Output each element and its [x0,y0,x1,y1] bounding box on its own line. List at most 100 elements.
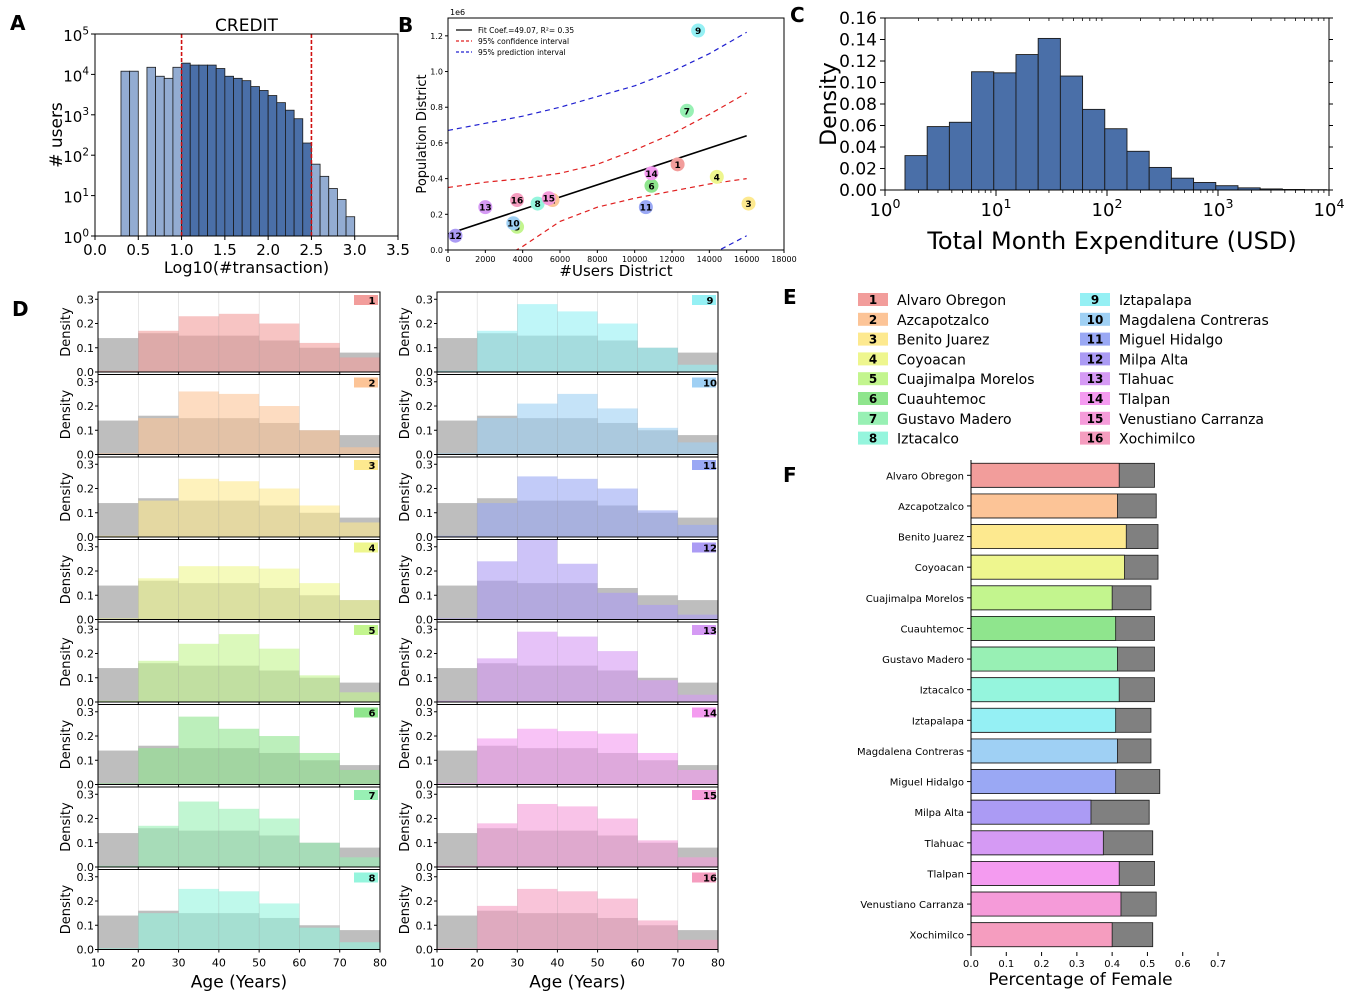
y-axis-label: Density [398,884,413,934]
y-tick-label-0: 0.0 [77,944,95,957]
y-tick-label-1: 0.1 [416,919,434,932]
district-bar-6 [677,442,718,455]
legend-number: 2 [869,313,877,327]
hist-bar-10 [1126,150,1150,191]
y-axis-label: Density [59,719,74,769]
axes-frame [436,786,719,868]
y-tick-label-2: 0.2 [77,565,95,578]
legend-number: 8 [869,432,877,446]
hist-bar-8 [198,64,208,237]
district-bar-5 [637,347,678,372]
category-label-15: Xochimilco [910,931,965,942]
y-tick-label-2-base: 10 [63,148,82,166]
y-tick-label-2: 0.2 [416,483,434,496]
legend-item-3: 3 Benito Juarez [858,332,989,349]
district-bar-0 [98,535,139,537]
overall-bar-0 [98,585,139,620]
y-tick-label-0: 0.0 [416,614,434,627]
y-tick-label-0: 100 [63,227,89,247]
y-tick-label-3: 0.3 [77,293,95,306]
district-badge-number: 8 [369,874,376,885]
hist-bar-6 [1037,37,1061,191]
district-badge [692,872,716,883]
legend-swatch [858,312,888,326]
district-badge-number: 13 [703,626,717,637]
y-axis-label: Density [398,389,413,439]
district-badge [354,790,378,800]
district-bar-3 [557,636,598,702]
district-bar-4 [259,903,300,950]
legend-item-16: 16 Xochimilco [1080,431,1195,448]
category-label-7: Iztacalco [920,686,964,697]
panel-label-c: C [790,3,805,27]
female-bar-7 [970,677,1120,703]
y-tick-label-0-base: 10 [63,229,82,247]
female-bar-11 [970,799,1092,825]
chart-title: CREDIT [215,16,279,36]
y-tick-label-0: 0.0 [416,944,434,957]
x-tick-label-4: 8000 [587,255,607,264]
panel-a: 0.0 0.5 1.0 1.5 2.0 2.5 3.0 3.51001011021031041… [47,16,410,277]
legend-name: Miguel Hidalgo [1119,333,1223,349]
x-tick-label-3: 103 [1203,196,1234,221]
x-tick-label-6: 70 [671,957,685,970]
district-bar-4 [259,323,300,372]
legend-number: 10 [1087,313,1104,327]
legend-item-7: 7 Gustavo Madero [858,411,1012,428]
legend-item-2: 2 Azcapotzalco [858,312,989,329]
district-bar-3 [557,731,598,785]
female-bar-2 [970,524,1127,549]
district-bar-2 [517,476,558,537]
legend-item-4: 4 Coyoacan [858,352,966,368]
y-tick-label-2-exp: 2 [82,146,89,158]
district-badge [692,625,716,635]
y-tick-label-3: 0.3 [416,293,434,306]
y-tick-label-4: 0.08 [839,95,877,115]
x-tick-label-4: 50 [591,957,605,970]
y-tick-label-7: 0.14 [839,31,877,51]
district-bar-1 [477,658,518,702]
x-tick-label-9: 18000 [771,255,796,264]
category-label-5: Cuauhtemoc [900,624,964,635]
district-bar-0 [437,618,478,620]
district-bar-6 [339,447,380,455]
point-label-16: 16 [511,197,524,207]
point-label-15: 15 [543,195,556,205]
legend-number: 16 [1087,432,1104,446]
district-bar-6 [339,357,380,372]
y-axis-label: Density [59,802,74,852]
y-axis-label: Density [59,389,74,439]
hist-bar-18 [285,109,295,237]
legend-name: Iztacalco [897,432,959,448]
y-tick-label-3: 0.3 [416,541,434,554]
hist-bar-1 [926,126,950,191]
district-bar-1 [477,905,518,950]
axes-frame [436,621,719,703]
district-bar-2 [178,801,219,867]
overall-bar-0 [437,915,478,950]
point-label-1: 1 [674,161,680,171]
y-axis-label: Density [59,472,74,522]
point-4 [709,169,724,184]
fit-line [448,135,747,235]
district-bar-0 [437,370,478,372]
legend-swatch [1080,372,1110,386]
district-badge-number: 3 [369,461,376,472]
district-bar-3 [557,891,598,950]
legend-number: 5 [869,372,877,386]
x-tick-label-1: 20 [470,957,484,970]
y-tick-label-3: 0.3 [77,871,95,884]
panel-d: 0.00.10.20.3Density10.00.10.20.3Density2… [59,291,725,992]
district-bar-0 [437,453,478,455]
x-tick-label-5: 2.5 [299,241,323,259]
district-bar-4 [597,651,638,702]
y-tick-label-1: 0.1 [77,424,95,437]
district-bar-4 [597,592,638,620]
hist-bar-4 [163,77,174,237]
x-tick-label-4-exp: 4 [1336,196,1344,211]
legend-entry-2: 95% prediction interval [478,48,566,57]
district-bar-3 [557,311,598,372]
hist-bar-12 [1170,177,1195,191]
